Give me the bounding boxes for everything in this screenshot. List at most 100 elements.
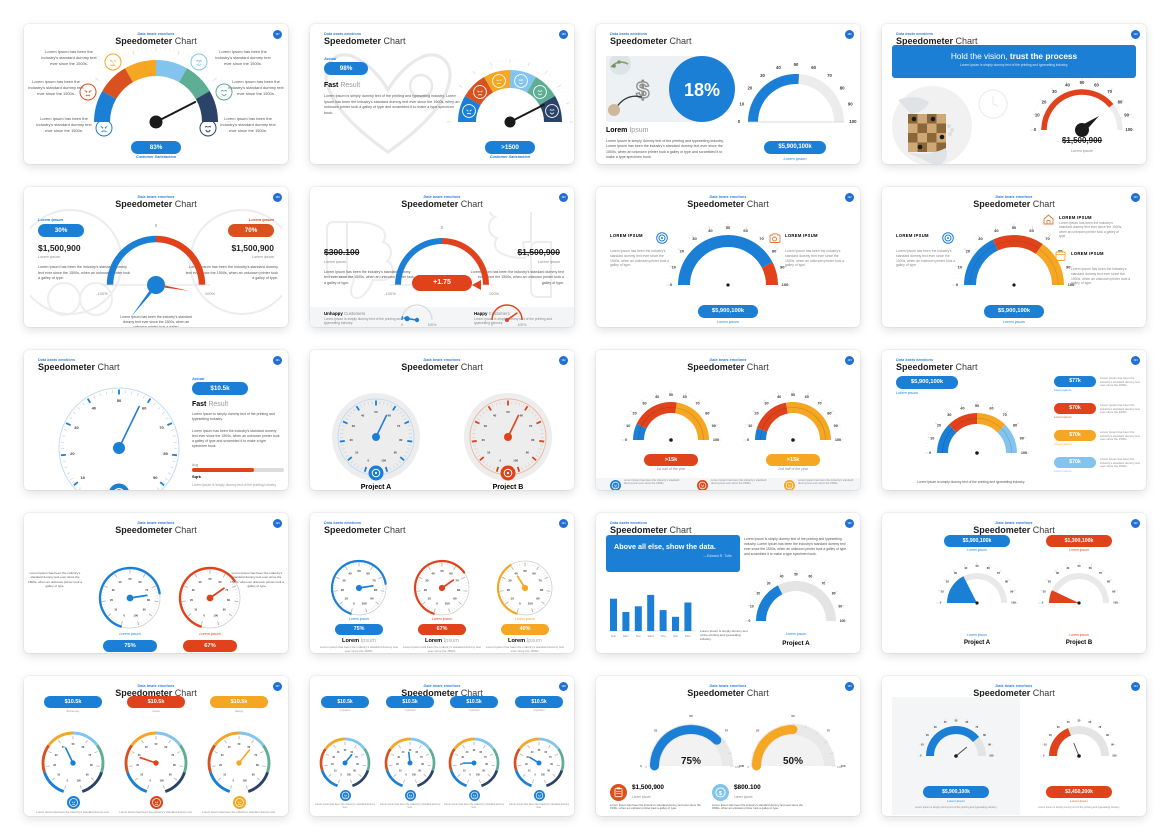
svg-text:40: 40 (531, 751, 534, 754)
svg-text:30: 30 (342, 579, 346, 583)
svg-text:50: 50 (791, 393, 795, 397)
svg-text:40: 40 (493, 414, 497, 418)
svg-text:90: 90 (353, 771, 356, 773)
svg-text:100: 100 (362, 602, 367, 606)
svg-text:100: 100 (513, 459, 518, 463)
svg-text:40: 40 (337, 751, 340, 754)
svg-text:30: 30 (947, 413, 951, 417)
svg-text:90: 90 (1124, 113, 1129, 118)
svg-text:100: 100 (840, 619, 846, 623)
svg-text:60: 60 (987, 566, 991, 570)
svg-text:60: 60 (989, 406, 993, 410)
svg-text:80: 80 (705, 412, 709, 416)
svg-text:70: 70 (171, 754, 174, 757)
svg-text:60: 60 (808, 575, 812, 579)
svg-text:40: 40 (348, 572, 352, 576)
svg-text:40: 40 (361, 414, 365, 418)
svg-text:30: 30 (1056, 571, 1060, 575)
svg-text:70: 70 (1107, 89, 1112, 94)
svg-text:100: 100 (989, 755, 994, 758)
svg-text:10: 10 (334, 771, 337, 773)
svg-text:0: 0 (749, 619, 751, 623)
svg-text:60: 60 (1094, 82, 1099, 87)
svg-text:40: 40 (119, 580, 122, 584)
svg-text:70: 70 (254, 754, 257, 757)
svg-text:80: 80 (772, 249, 777, 254)
svg-text:70: 70 (759, 236, 764, 241)
svg-text:10: 10 (748, 424, 752, 428)
svg-text:10: 10 (1044, 744, 1047, 747)
svg-text:50: 50 (955, 719, 958, 722)
svg-text:50: 50 (374, 410, 378, 414)
svg-text:60: 60 (1029, 228, 1034, 233)
svg-text:10: 10 (223, 773, 226, 776)
svg-text:20: 20 (507, 588, 511, 592)
svg-text:70: 70 (484, 757, 487, 759)
svg-text:30: 30 (74, 425, 79, 430)
svg-text:20: 20 (1049, 734, 1052, 737)
svg-text:70: 70 (1099, 571, 1103, 575)
svg-text:40: 40 (1067, 721, 1070, 724)
svg-text:50: 50 (238, 743, 241, 746)
svg-text:40: 40 (1066, 566, 1070, 570)
svg-text:20: 20 (70, 451, 75, 456)
svg-text:70: 70 (455, 579, 459, 583)
svg-text:50: 50 (357, 569, 361, 573)
svg-text:20: 20 (110, 598, 113, 602)
svg-text:0: 0 (747, 438, 749, 442)
svg-text:50: 50 (538, 750, 541, 752)
svg-text:20: 20 (966, 249, 971, 254)
svg-text:100%: 100% (518, 323, 527, 327)
svg-text:50: 50 (669, 393, 673, 397)
svg-text:60: 60 (449, 572, 453, 576)
svg-text:100: 100 (849, 119, 857, 124)
svg-text:70: 70 (88, 754, 91, 757)
svg-text:30: 30 (138, 754, 141, 757)
svg-text:80: 80 (90, 764, 93, 767)
svg-text:30: 30 (642, 402, 646, 406)
svg-text:90: 90 (143, 608, 146, 612)
svg-text:90: 90 (1111, 744, 1114, 747)
svg-text:30: 30 (764, 402, 768, 406)
svg-text:60: 60 (165, 746, 168, 749)
svg-text:50: 50 (689, 714, 693, 718)
svg-text:0: 0 (738, 119, 741, 124)
svg-text:50: 50 (1077, 564, 1081, 568)
svg-text:20: 20 (460, 764, 463, 766)
svg-text:10: 10 (941, 589, 945, 593)
svg-text:70: 70 (1003, 413, 1007, 417)
svg-text:60: 60 (351, 752, 354, 754)
svg-text:50: 50 (975, 564, 979, 568)
svg-text:80: 80 (832, 592, 836, 596)
svg-text:70: 70 (827, 73, 832, 78)
svg-text:10: 10 (528, 771, 531, 773)
svg-text:100: 100 (1112, 755, 1117, 758)
svg-text:80: 80 (421, 764, 424, 766)
svg-text:60: 60 (142, 405, 147, 410)
svg-text:20: 20 (926, 734, 929, 737)
svg-text:60: 60 (520, 414, 524, 418)
svg-text:20: 20 (190, 598, 193, 602)
svg-text:50: 50 (975, 404, 979, 408)
svg-text:80: 80 (540, 588, 544, 592)
svg-text:10: 10 (463, 771, 466, 773)
svg-text:80: 80 (1107, 579, 1111, 583)
svg-text:100: 100 (1011, 601, 1016, 605)
svg-text:40: 40 (960, 406, 964, 410)
svg-text:25: 25 (654, 728, 658, 732)
svg-text:30: 30 (692, 236, 697, 241)
svg-text:100: 100 (837, 765, 842, 769)
svg-text:0: 0 (67, 779, 69, 782)
svg-text:90: 90 (536, 596, 540, 600)
svg-text:20: 20 (1042, 100, 1047, 105)
svg-text:90: 90 (834, 424, 838, 428)
svg-text:50: 50 (440, 569, 444, 573)
svg-text:0: 0 (1034, 127, 1037, 132)
svg-text:80: 80 (163, 451, 168, 456)
svg-text:70: 70 (817, 402, 821, 406)
svg-text:20: 20 (219, 764, 222, 767)
svg-text:20: 20 (1048, 579, 1052, 583)
svg-text:40: 40 (777, 395, 781, 399)
svg-text:60: 60 (1089, 721, 1092, 724)
svg-text:70: 70 (420, 757, 423, 759)
